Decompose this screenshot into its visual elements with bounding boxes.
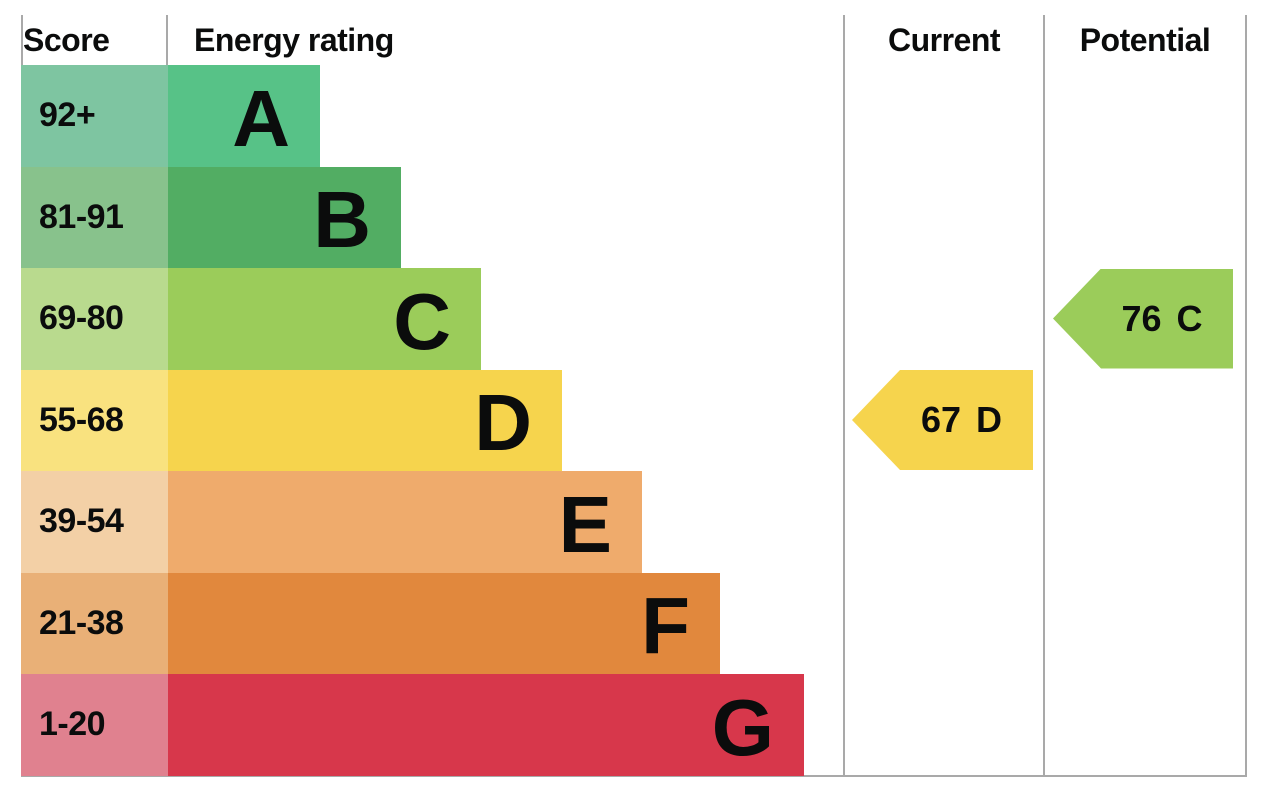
current-header-label: Current — [887, 21, 1001, 58]
band-bar-e: E — [168, 471, 642, 573]
potential-rating-value: 76 — [1121, 297, 1162, 339]
score-range-cell-e: 39-54 — [21, 471, 168, 573]
score-range-cell-g: 1-20 — [21, 674, 168, 776]
energy-rating-header-label: Energy rating — [194, 21, 394, 58]
score-range-cell-b: 81-91 — [21, 166, 168, 268]
energy-rating-column-header: Energy rating — [168, 15, 843, 65]
potential-header-label: Potential — [1079, 21, 1211, 58]
band-bar-c: C — [168, 268, 481, 370]
band-bar-g: G — [168, 674, 804, 776]
current-column-divider — [843, 15, 845, 777]
band-letter-e: E — [558, 479, 612, 569]
score-range-label: 21-38 — [39, 603, 124, 642]
table-right-border — [1245, 15, 1247, 777]
score-range-label: 69-80 — [39, 299, 124, 338]
band-letter-f: F — [641, 581, 690, 671]
score-range-label: 1-20 — [39, 705, 106, 744]
score-header-label: Score — [23, 21, 110, 58]
potential-rating-letter: C — [1176, 297, 1203, 339]
potential-column-header: Potential — [1045, 15, 1245, 65]
band-bar-b: B — [168, 166, 401, 268]
band-bar-d: D — [168, 369, 562, 471]
score-range-cell-f: 21-38 — [21, 572, 168, 674]
score-column-header: Score — [23, 15, 166, 65]
current-rating-letter: D — [976, 399, 1003, 440]
table-bottom-border — [21, 775, 1247, 777]
score-range-cell-a: 92+ — [21, 65, 168, 167]
current-rating-arrow: 67 D — [852, 370, 1033, 470]
band-bar-f: F — [168, 572, 720, 674]
band-letter-b: B — [313, 175, 371, 265]
header-left-border — [21, 15, 23, 65]
score-range-label: 92+ — [39, 96, 96, 135]
score-range-label: 81-91 — [39, 197, 124, 236]
potential-rating-arrow: 76 C — [1053, 268, 1233, 369]
score-range-cell-c: 69-80 — [21, 268, 168, 370]
score-column-divider — [166, 15, 168, 65]
score-range-label: 55-68 — [39, 400, 124, 439]
band-letter-g: G — [711, 682, 774, 772]
band-bar-a: A — [168, 65, 320, 167]
potential-column-divider — [1043, 15, 1045, 777]
score-range-label: 39-54 — [39, 502, 124, 541]
score-range-cell-d: 55-68 — [21, 369, 168, 471]
band-letter-a: A — [232, 73, 290, 163]
band-letter-c: C — [393, 276, 451, 366]
current-rating-value: 67 — [920, 399, 962, 440]
current-column-header: Current — [845, 15, 1043, 65]
band-letter-d: D — [474, 378, 532, 468]
